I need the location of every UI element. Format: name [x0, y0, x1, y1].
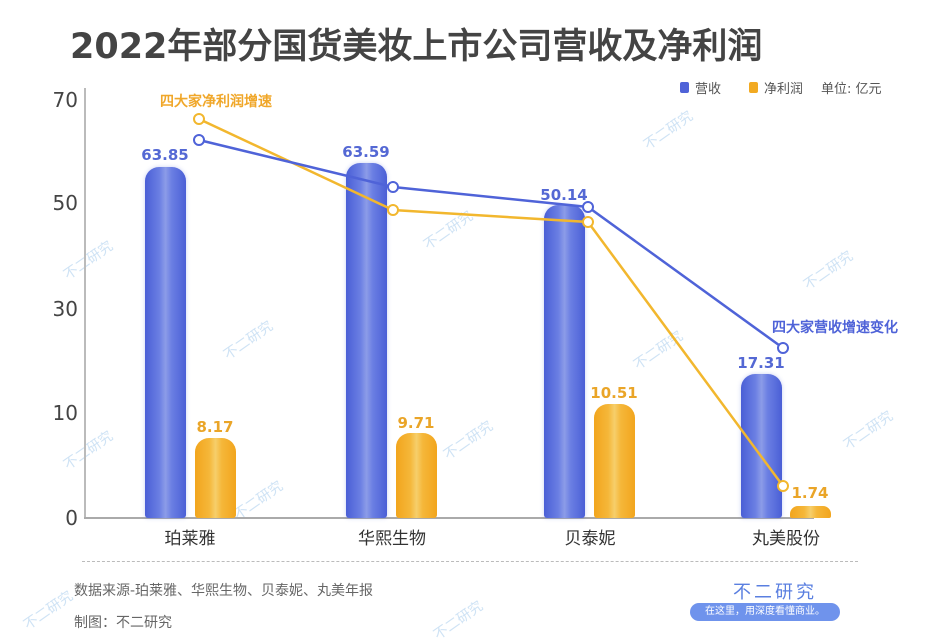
net-profit-growth-annotation: 四大家净利润增速 — [160, 94, 272, 110]
unit-label: 单位: 亿元 — [821, 82, 882, 97]
value-label-revenue: 63.59 — [342, 143, 390, 161]
revenue-growth-annotation: 四大家营收增速变化 — [772, 320, 898, 336]
made-by-note: 制图：不二研究 — [74, 615, 172, 631]
source-note: 数据来源-珀莱雅、华熙生物、贝泰妮、丸美年报 — [74, 583, 374, 599]
y-tick: 30 — [52, 297, 78, 321]
bar-net-profit — [396, 433, 437, 518]
x-axis — [84, 517, 814, 519]
y-tick: 10 — [52, 401, 78, 425]
bar-net-profit — [790, 506, 831, 518]
legend-net-profit-swatch — [749, 82, 759, 93]
y-tick: 0 — [65, 506, 78, 530]
revenue-growth-line — [198, 138, 784, 350]
brand-logo: 不二研究 — [733, 582, 817, 603]
y-tick: 70 — [52, 88, 78, 112]
legend-revenue-label: 营收 — [695, 82, 722, 97]
bar-revenue — [346, 163, 387, 518]
value-label-revenue: 50.14 — [540, 186, 588, 204]
y-axis — [84, 88, 86, 519]
brand-slogan: 在这里，用深度看懂商业。 — [690, 603, 840, 621]
y-tick: 50 — [52, 191, 78, 215]
net-profit-growth-line — [198, 117, 785, 487]
value-label-net-profit: 10.51 — [590, 384, 638, 402]
bar-net-profit — [594, 404, 635, 518]
bar-revenue — [741, 374, 782, 518]
value-label-net-profit: 9.71 — [397, 414, 435, 432]
footer-divider — [82, 561, 858, 562]
legend: 营收 净利润 单位: 亿元 — [680, 78, 882, 97]
chart-title: 2022年部分国货美妆上市公司营收及净利润 — [70, 27, 763, 67]
value-label-net-profit: 8.17 — [196, 418, 234, 436]
bar-revenue — [544, 205, 585, 518]
bar-revenue — [145, 167, 186, 518]
x-label: 珀莱雅 — [164, 529, 216, 549]
legend-net-profit-label: 净利润 — [764, 82, 804, 97]
value-label-revenue: 17.31 — [737, 354, 785, 372]
x-label: 贝泰妮 — [564, 529, 616, 549]
value-label-net-profit: 1.74 — [791, 484, 829, 502]
x-label: 丸美股份 — [752, 529, 820, 549]
bar-net-profit — [195, 438, 236, 518]
x-label: 华熙生物 — [358, 529, 426, 549]
value-label-revenue: 63.85 — [141, 146, 189, 164]
legend-revenue-swatch — [680, 82, 689, 93]
